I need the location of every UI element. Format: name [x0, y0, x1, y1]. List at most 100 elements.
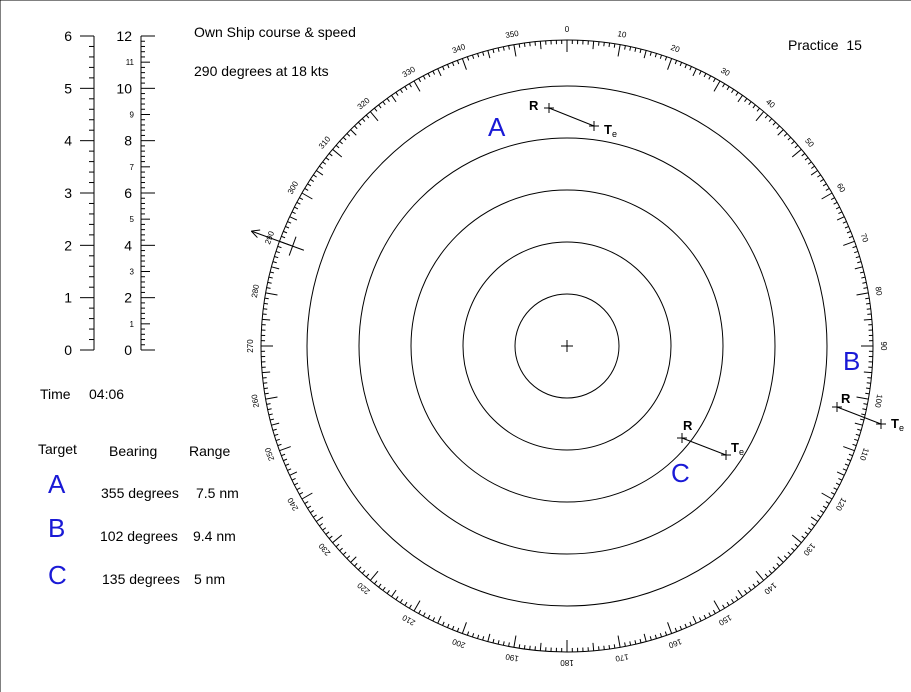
left-scale-label: 4	[64, 133, 72, 149]
compass-tick	[301, 192, 313, 200]
compass-bearing-label: 160	[667, 637, 683, 650]
compass-tick	[437, 615, 442, 624]
own-ship-heading-arrow	[250, 229, 305, 256]
compass-tick	[844, 225, 849, 229]
compass-tick	[848, 453, 853, 457]
compass-tick	[810, 516, 818, 522]
target-c-track-line	[681, 437, 727, 456]
table-row-b-bearing: 102 degrees	[100, 528, 178, 544]
compass-tick	[608, 644, 611, 650]
compass-tick	[492, 638, 495, 644]
compass-tick	[844, 463, 849, 467]
compass-tick	[787, 136, 792, 141]
compass-tick	[335, 543, 340, 548]
compass-tick	[744, 590, 748, 594]
compass-tick	[391, 589, 397, 597]
compass-tick	[437, 68, 442, 77]
compass-tick	[335, 144, 340, 149]
compass-tick	[791, 534, 802, 544]
compass-bearing-label: 20	[669, 43, 681, 55]
compass-tick	[664, 56, 668, 61]
compass-tick	[262, 318, 271, 321]
compass-tick	[446, 623, 450, 628]
compass-tick	[285, 463, 290, 467]
compass-tick	[271, 422, 280, 426]
compass-tick	[776, 562, 780, 567]
compass-tick	[492, 48, 495, 54]
compass-tick	[357, 121, 362, 126]
compass-tick	[268, 413, 273, 416]
compass-tick	[772, 566, 777, 571]
compass-tick	[722, 83, 726, 88]
compass-tick	[755, 111, 765, 122]
compass-bearing-label: 200	[450, 637, 466, 650]
right-scale-minor-label: 9	[130, 111, 135, 120]
compass-tick	[859, 418, 865, 421]
right-scale-label: 8	[124, 133, 132, 149]
compass-tick	[307, 505, 312, 509]
compass-tick	[613, 43, 616, 48]
compass-tick	[592, 41, 595, 50]
compass-tick	[848, 235, 853, 239]
compass-tick	[283, 458, 288, 462]
compass-tick	[518, 43, 521, 48]
compass-bearing-label: 150	[717, 613, 734, 628]
compass-tick	[836, 471, 845, 476]
compass-tick	[664, 631, 668, 636]
compass-bearing-label: 90	[879, 342, 888, 351]
compass-tick	[422, 612, 426, 617]
compass-tick	[508, 45, 510, 50]
compass-tick	[776, 125, 780, 130]
plot-target-c-letter: C	[671, 458, 690, 488]
compass-tick	[502, 46, 505, 51]
compass-tick	[281, 453, 286, 457]
compass-tick	[854, 250, 859, 254]
compass-tick	[865, 387, 871, 390]
compass-tick	[374, 107, 378, 112]
compass-bearing-label: 120	[833, 496, 848, 513]
compass-tick	[654, 53, 657, 58]
compass-tick	[325, 531, 330, 535]
compass-tick	[350, 129, 357, 136]
target-plots: R Te R Te R Te	[529, 98, 904, 460]
compass-tick	[408, 604, 412, 609]
compass-tick	[703, 614, 707, 619]
compass-tick	[502, 641, 505, 646]
compass-tick	[466, 56, 470, 61]
compass-tick	[838, 211, 843, 215]
compass-tick	[865, 297, 870, 300]
compass-tick	[726, 86, 730, 91]
compass-tick	[836, 216, 845, 221]
compass-tick	[825, 187, 830, 191]
compass-tick	[649, 636, 652, 641]
compass-tick	[304, 187, 309, 191]
compass-tick	[513, 44, 517, 57]
compass-bearing-label: 10	[617, 29, 628, 40]
compass-tick	[679, 625, 683, 630]
compass-tick	[592, 642, 595, 651]
compass-tick	[825, 501, 830, 505]
compass-tick	[404, 601, 408, 606]
compass-tick	[735, 92, 739, 96]
compass-tick	[748, 586, 752, 591]
compass-tick	[386, 98, 390, 102]
compass-tick	[471, 633, 475, 638]
compass-tick	[374, 580, 378, 585]
compass-tick	[862, 408, 867, 411]
compass-tick	[764, 573, 769, 578]
left-scale-label: 1	[64, 290, 72, 306]
compass-tick	[275, 438, 280, 442]
compass-tick	[432, 617, 436, 622]
compass-tick	[487, 50, 491, 59]
compass-tick	[427, 73, 431, 78]
compass-tick	[768, 118, 773, 122]
right-scale-label: 4	[124, 237, 132, 253]
compass-tick	[497, 47, 500, 52]
compass-tick	[277, 443, 282, 447]
compass-tick	[843, 240, 855, 246]
practice-text: Practice	[788, 37, 839, 53]
compass-bearing-label: 70	[859, 232, 871, 244]
compass-tick	[361, 118, 366, 122]
compass-tick	[659, 54, 663, 59]
